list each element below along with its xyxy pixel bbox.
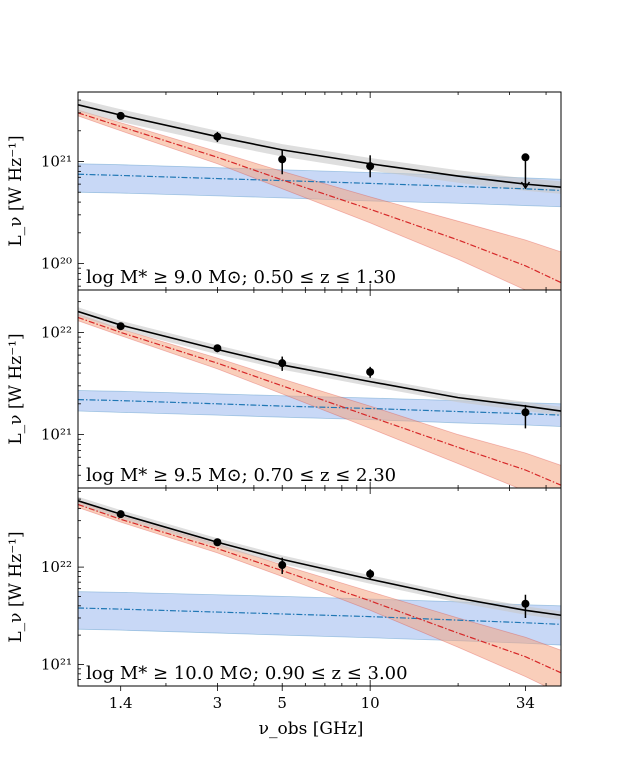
data-point-5 [521,594,530,618]
total-model-line [78,500,561,617]
total-model-line [78,103,561,188]
panel-1: 10²⁰ 10²¹ log M* ≥ 9.0 M⊙; 0.50 ≤ z ≤ 1.30… [6,91,562,291]
free-free-line [78,607,561,625]
y-tick-label: 10²² [41,558,72,576]
data-marker [116,111,125,120]
panel-frame [77,487,562,687]
data-point-2 [213,131,222,143]
synchrotron-line [78,112,561,284]
data-marker [213,344,222,353]
panel-annotation: log M* ≥ 10.0 M⊙; 0.90 ≤ z ≤ 3.00 [86,663,408,684]
x-tick-label: 1.4 [109,694,133,712]
free-free-line [78,173,561,192]
data-point-3 [278,149,287,175]
plot-area [78,496,561,686]
y-tick-label: 10²¹ [41,426,72,444]
x-tick-labels: 1.4 3 5 10 34 [109,686,535,712]
y-axis-label: L_ν [W Hz⁻¹] [6,531,26,642]
data-marker [213,538,222,547]
total-model-band [78,98,561,194]
data-marker [366,162,375,171]
data-point-3 [278,557,287,574]
data-marker [116,510,125,519]
x-tick-label: 10 [361,694,380,712]
data-point-5 [520,153,531,190]
data-marker [521,599,530,608]
y-ticks: 10²¹ 10²² [41,301,84,489]
data-point-1 [116,510,125,519]
y-tick-label: 10²⁰ [41,255,72,273]
data-marker [278,155,287,164]
data-marker [213,132,222,141]
panels: 10²⁰ 10²¹ log M* ≥ 9.0 M⊙; 0.50 ≤ z ≤ 1.30… [6,91,562,687]
data-marker [366,367,375,376]
panel-2: 10²¹ 10²² log M* ≥ 9.5 M⊙; 0.70 ≤ z ≤ 2.30… [6,289,562,489]
x-tick-label: 5 [277,694,287,712]
y-tick-label: 10²¹ [41,655,72,673]
data-marker [521,153,530,162]
x-tick-label: 3 [213,694,223,712]
y-tick-label: 10²² [41,323,72,341]
data-marker [116,322,125,331]
data-point-2 [213,538,222,547]
x-axis-label: ν_obs [GHz] [259,719,364,739]
data-point-1 [116,322,125,331]
data-marker [278,359,287,368]
synchrotron-line [78,503,561,674]
total-model-line [78,310,561,412]
data-marker [521,408,530,417]
upper-limit-arrowhead [520,181,531,190]
y-axis-label: L_ν [W Hz⁻¹] [6,333,26,444]
synchrotron-line [78,316,561,486]
data-point-4 [366,366,375,378]
panel-annotation: log M* ≥ 9.0 M⊙; 0.50 ≤ z ≤ 1.30 [86,267,396,288]
panel-annotation: log M* ≥ 9.5 M⊙; 0.70 ≤ z ≤ 2.30 [86,465,396,486]
y-ticks: 10²¹ 10²² [41,490,84,687]
synchrotron-band [78,109,561,290]
data-point-4 [366,569,375,580]
x-ticks [77,488,547,686]
y-axis-label: L_ν [W Hz⁻¹] [6,135,26,246]
data-point-2 [213,344,222,353]
data-point-4 [366,155,375,178]
x-ticks [77,290,547,488]
data-marker [278,561,287,570]
y-tick-label: 10²¹ [41,152,72,170]
plot-area [78,98,561,290]
x-tick-label: 34 [516,694,535,712]
data-point-3 [278,356,287,371]
free-free-line [78,398,561,416]
y-ticks: 10²⁰ 10²¹ [41,99,84,287]
data-point-1 [116,111,125,120]
data-marker [366,569,375,578]
plot-area [78,307,561,488]
data-point-5 [521,404,530,429]
panel-3: 10²¹ 10²² log M* ≥ 10.0 M⊙; 0.90 ≤ z ≤ 3.0… [6,487,562,687]
